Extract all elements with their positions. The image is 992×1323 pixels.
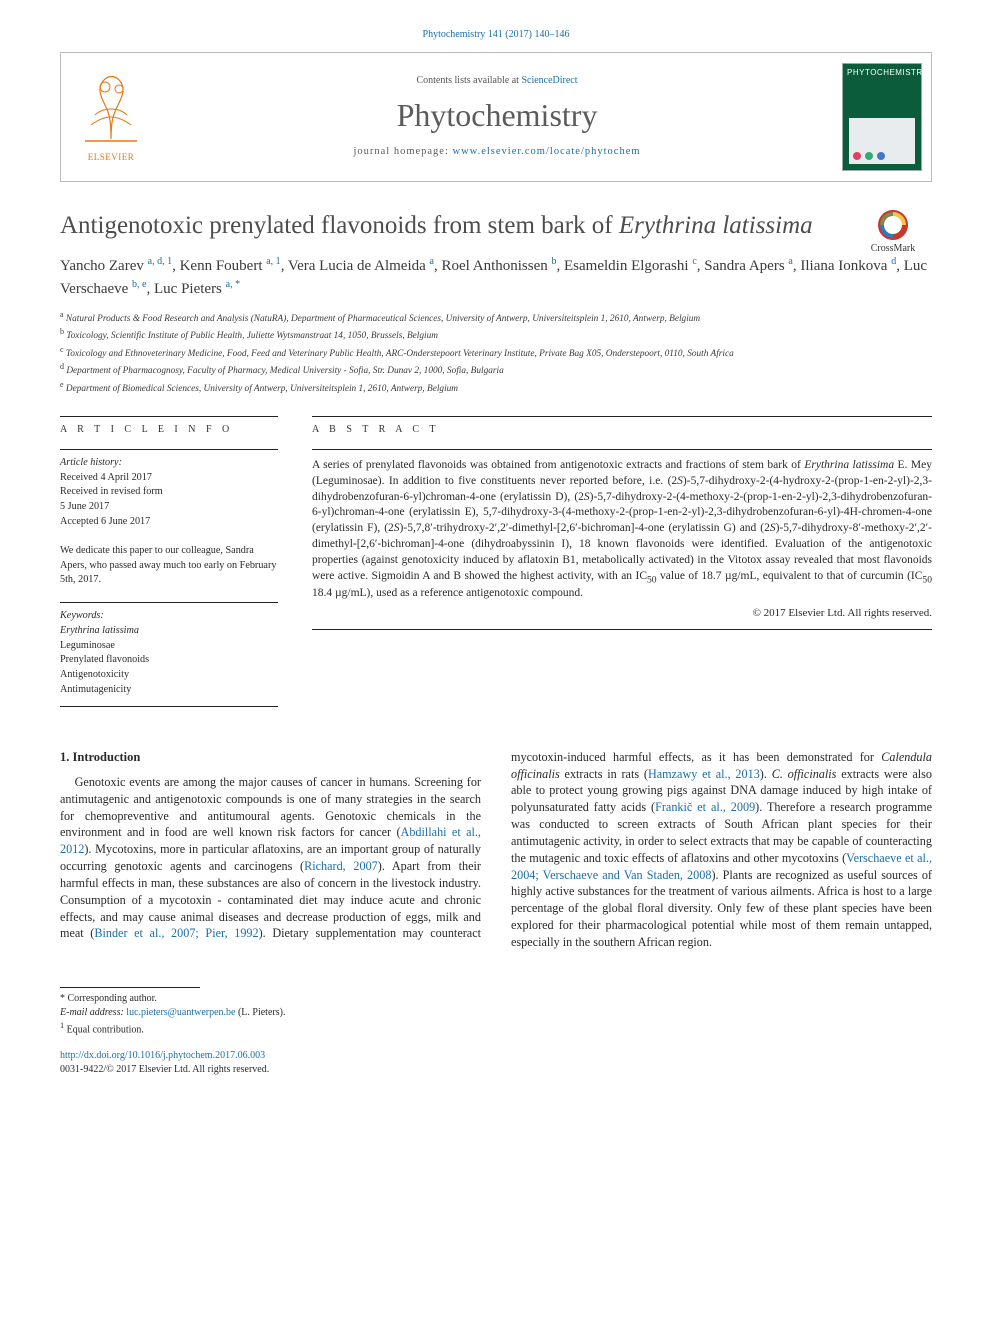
section-1-head: 1. Introduction <box>60 749 481 766</box>
section-1-paragraph: Genotoxic events are among the major cau… <box>60 749 932 951</box>
keyword: Antigenotoxicity <box>60 669 129 680</box>
article-info-column: A R T I C L E I N F O Article history: R… <box>60 416 278 720</box>
abstract-body: A series of prenylated flavonoids was ob… <box>312 459 932 600</box>
equal-contribution-note: 1 Equal contribution. <box>60 1020 932 1037</box>
abstract-column: A B S T R A C T A series of prenylated f… <box>312 416 932 720</box>
affiliation-line: e Department of Biomedical Sciences, Uni… <box>60 379 932 397</box>
issn-copyright-line: 0031-9422/© 2017 Elsevier Ltd. All right… <box>60 1064 269 1075</box>
crossmark-icon <box>878 210 908 240</box>
abstract-head: A B S T R A C T <box>312 416 932 437</box>
history-label: Article history: <box>60 457 122 468</box>
sciencedirect-link[interactable]: ScienceDirect <box>521 75 577 86</box>
article-history-block: Article history: Received 4 April 2017 Re… <box>60 449 278 530</box>
citation-link[interactable]: Phytochemistry 141 (2017) 140–146 <box>423 29 570 40</box>
doi-block: http://dx.doi.org/10.1016/j.phytochem.20… <box>60 1049 932 1076</box>
email-who: (L. Pieters). <box>238 1007 286 1018</box>
affiliation-line: a Natural Products & Food Research and A… <box>60 309 932 327</box>
abstract-copyright: © 2017 Elsevier Ltd. All rights reserved… <box>312 606 932 621</box>
history-line: Accepted 6 June 2017 <box>60 516 150 527</box>
contents-prefix: Contents lists available at <box>416 75 521 86</box>
body-columns: 1. Introduction Genotoxic events are amo… <box>60 749 932 951</box>
publisher-logo-cell: ELSEVIER <box>61 53 161 181</box>
masthead: ELSEVIER Contents lists available at Sci… <box>60 52 932 182</box>
email-line: E-mail address: luc.pieters@uantwerpen.b… <box>60 1006 932 1020</box>
journal-cover-thumbnail[interactable]: PHYTOCHEMISTRY <box>842 63 922 171</box>
journal-homepage-line: journal homepage: www.elsevier.com/locat… <box>165 145 829 159</box>
keywords-block: Keywords: Erythrina latissima Leguminosae… <box>60 602 278 707</box>
keywords-label: Keywords: <box>60 610 104 621</box>
history-line: Received 4 April 2017 <box>60 472 152 483</box>
corresponding-author-note: * Corresponding author. <box>60 992 932 1006</box>
masthead-center: Contents lists available at ScienceDirec… <box>161 53 833 181</box>
affiliations: a Natural Products & Food Research and A… <box>60 309 932 397</box>
keyword: Antimutagenicity <box>60 684 131 695</box>
equal-text: Equal contribution. <box>67 1024 144 1035</box>
keyword: Erythrina latissima <box>60 625 139 636</box>
affiliation-line: c Toxicology and Ethnoveterinary Medicin… <box>60 344 932 362</box>
abstract-text: A series of prenylated flavonoids was ob… <box>312 449 932 631</box>
journal-homepage-link[interactable]: www.elsevier.com/locate/phytochem <box>453 146 641 157</box>
article-info-head: A R T I C L E I N F O <box>60 416 278 437</box>
journal-cover-cell: PHYTOCHEMISTRY <box>833 53 931 181</box>
history-line: Received in revised form <box>60 486 163 497</box>
crossmark-badge[interactable]: CrossMark <box>854 210 932 256</box>
footnotes: * Corresponding author. E-mail address: … <box>60 987 932 1037</box>
cover-title: PHYTOCHEMISTRY <box>843 64 921 83</box>
publisher-name: ELSEVIER <box>75 151 147 163</box>
dedication-block: We dedicate this paper to our colleague,… <box>60 544 278 588</box>
affiliation-line: d Department of Pharmacognosy, Faculty o… <box>60 361 932 379</box>
contents-available-line: Contents lists available at ScienceDirec… <box>165 74 829 88</box>
crossmark-label: CrossMark <box>871 243 915 254</box>
keyword: Prenylated flavonoids <box>60 654 149 665</box>
article-title: Antigenotoxic prenylated flavonoids from… <box>60 210 840 242</box>
equal-sup: 1 <box>60 1021 64 1030</box>
elsevier-logo[interactable]: ELSEVIER <box>75 69 147 163</box>
elsevier-tree-icon <box>75 69 147 149</box>
journal-name: Phytochemistry <box>165 94 829 137</box>
doi-link[interactable]: http://dx.doi.org/10.1016/j.phytochem.20… <box>60 1050 265 1061</box>
keyword: Leguminosae <box>60 640 115 651</box>
authors-line: Yancho Zarev a, d, 1, Kenn Foubert a, 1,… <box>60 255 932 301</box>
corresponding-email-link[interactable]: luc.pieters@uantwerpen.be <box>126 1007 235 1018</box>
homepage-prefix: journal homepage: <box>353 146 452 157</box>
history-line: 5 June 2017 <box>60 501 109 512</box>
email-label: E-mail address: <box>60 1007 124 1018</box>
cover-dots <box>853 152 885 160</box>
affiliation-line: b Toxicology, Scientific Institute of Pu… <box>60 326 932 344</box>
running-citation: Phytochemistry 141 (2017) 140–146 <box>60 28 932 42</box>
